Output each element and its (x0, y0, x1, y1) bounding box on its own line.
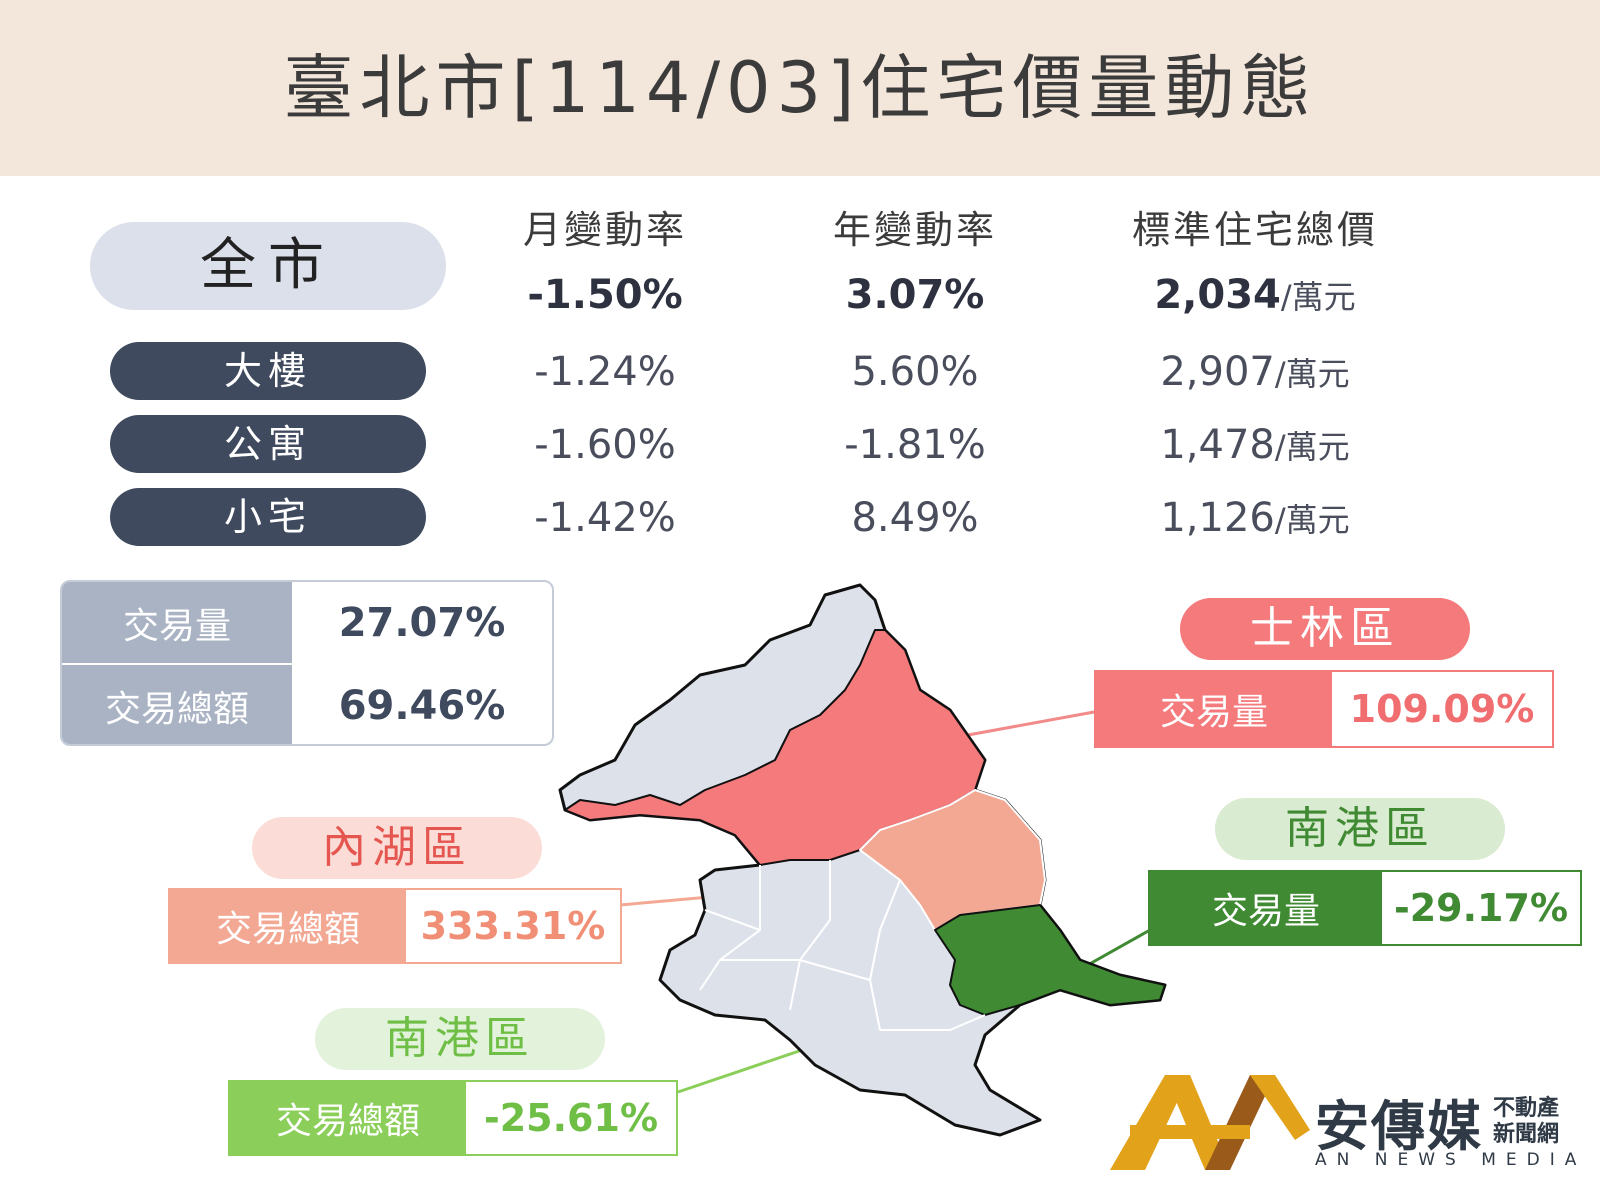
neihu-amount-label: 交易總額 (170, 890, 406, 962)
summary-amount-value: 69.46% (338, 682, 506, 729)
nangang-amount-box: 交易總額 -25.61% (228, 1080, 678, 1156)
logo-name: 安傳媒 (1315, 1095, 1483, 1158)
city-label-pill: 全市 (90, 222, 446, 310)
building-price-value: 2,907 (1160, 349, 1275, 395)
nangang-volume-box: 交易量 -29.17% (1148, 870, 1582, 946)
building-price-unit: /萬元 (1274, 355, 1350, 393)
building-monthly-rate: -1.24% (534, 349, 676, 395)
column-header-monthly: 月變動率 (522, 208, 687, 252)
small-unit-monthly-rate: -1.42% (534, 495, 676, 541)
apartment-price: 1,478/萬元 (1080, 420, 1430, 470)
apartment-price-value: 1,478 (1160, 422, 1275, 468)
shilin-district-pill: 士林區 (1180, 598, 1470, 660)
summary-volume-label: 交易量 (62, 582, 292, 663)
small-unit-price-unit: /萬元 (1274, 501, 1350, 539)
building-yearly-rate: 5.60% (851, 349, 979, 395)
map-neihu-district (859, 789, 1046, 931)
city-monthly-rate: -1.50% (527, 272, 683, 318)
city-price-unit: /萬元 (1280, 278, 1356, 316)
apartment-yearly-rate: -1.81% (844, 422, 986, 468)
map-nangang-district (934, 904, 1166, 1016)
logo-tagline-2: 新聞網 (1493, 1122, 1560, 1147)
small-unit-yearly-rate: 8.49% (851, 495, 979, 541)
page-title: 臺北市[114/03]住宅價量動態 (283, 47, 1317, 129)
building-price: 2,907/萬元 (1080, 347, 1430, 397)
column-header-yearly: 年變動率 (832, 208, 997, 252)
logo-english-name: AN NEWS MEDIA (1315, 1150, 1587, 1170)
type-pill-building: 大樓 (110, 342, 426, 400)
logo-mark-icon (1110, 1075, 1310, 1170)
shilin-volume-label: 交易量 (1096, 672, 1332, 746)
map-inner-borders (699, 860, 986, 1031)
shilin-volume-box: 交易量 109.09% (1094, 670, 1554, 748)
logo-tagline-1: 不動產 (1493, 1096, 1560, 1121)
city-yearly-rate: 3.07% (845, 272, 985, 318)
neihu-district-pill: 內湖區 (252, 817, 542, 879)
city-price-value: 2,034 (1154, 272, 1281, 318)
column-header-price: 標準住宅總價 (1131, 208, 1378, 252)
type-pill-small-unit: 小宅 (110, 488, 426, 546)
summary-table: 交易量 27.07% 交易總額 69.46% (60, 580, 554, 746)
nangang-volume-district-pill: 南港區 (1215, 798, 1505, 860)
apartment-price-unit: /萬元 (1274, 428, 1350, 466)
apartment-monthly-rate: -1.60% (534, 422, 676, 468)
nangang-amount-label: 交易總額 (230, 1082, 466, 1154)
small-unit-price-value: 1,126 (1160, 495, 1275, 541)
neihu-amount-value: 333.31% (406, 890, 620, 962)
city-price: 2,034/萬元 (1080, 270, 1430, 320)
nangang-volume-value: -29.17% (1382, 872, 1580, 944)
summary-volume-value: 27.07% (338, 599, 506, 646)
header-banner (0, 0, 1600, 176)
shilin-volume-value: 109.09% (1332, 672, 1552, 746)
shilin-connector-line (967, 710, 1095, 737)
small-unit-price: 1,126/萬元 (1080, 493, 1430, 543)
type-pill-apartment: 公寓 (110, 415, 426, 473)
nangang-amount-value: -25.61% (466, 1082, 676, 1154)
summary-amount-label: 交易總額 (62, 665, 292, 744)
nangang-amount-district-pill: 南港區 (315, 1008, 605, 1070)
neihu-amount-box: 交易總額 333.31% (168, 888, 622, 964)
nangang-volume-label: 交易量 (1150, 872, 1382, 944)
